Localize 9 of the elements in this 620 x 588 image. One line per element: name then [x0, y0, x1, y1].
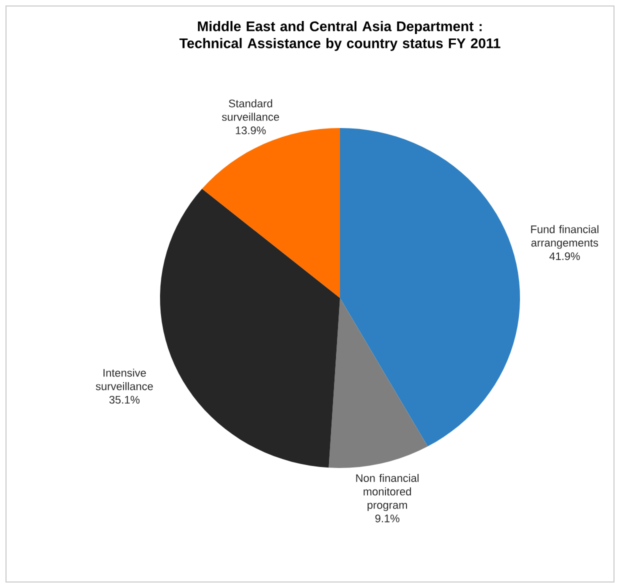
data-label: 41.9%: [549, 252, 580, 260]
slice-label: Fund financial arrangements: [531, 225, 598, 249]
data-label: 9.1%: [375, 514, 400, 522]
chart-title: Middle East and Central Asia Department : Technical Assistance by country status FY 2011: [179, 21, 500, 51]
data-label: 35.1%: [109, 396, 140, 404]
slice-label: Standard surveillance: [222, 99, 280, 121]
data-label: 13.9%: [236, 126, 266, 134]
slice-label: Non financial monitored program: [356, 474, 419, 512]
slice-label: Intensive surveillance: [96, 368, 153, 390]
